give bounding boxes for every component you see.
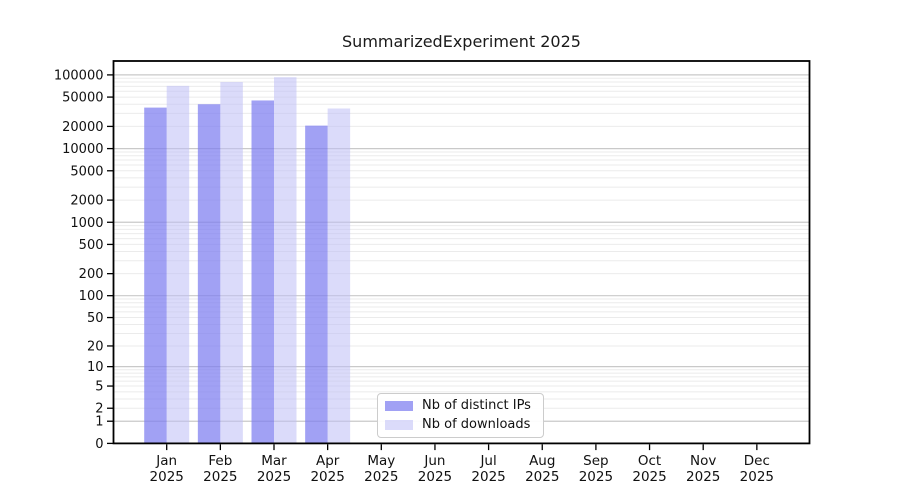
x-tick-label-year: 2025 — [632, 469, 666, 485]
bar-downloads-mar — [274, 77, 297, 444]
x-tick-label-year: 2025 — [525, 469, 559, 485]
x-tick-label-month: Jun — [423, 453, 445, 469]
chart-title: SummarizedExperiment 2025 — [342, 32, 581, 51]
y-tick-label: 500 — [79, 238, 104, 253]
y-tick-label: 100 — [79, 289, 104, 304]
y-tick-label: 200 — [79, 267, 104, 282]
x-tick-label-year: 2025 — [257, 469, 291, 485]
bar-downloads-feb — [220, 82, 243, 444]
bar-downloads-apr — [327, 108, 351, 444]
legend-swatch-distinct-ips — [385, 400, 413, 411]
y-tick-label: 1000 — [70, 216, 103, 231]
x-tick-label-year: 2025 — [364, 469, 398, 485]
x-tick-label-year: 2025 — [579, 469, 613, 485]
bar-distinct-ips-jan — [144, 107, 167, 444]
x-tick-label-month: Jul — [479, 453, 496, 469]
bar-downloads-jan — [166, 85, 190, 444]
y-tick-label: 100000 — [54, 68, 104, 83]
x-tick-label-year: 2025 — [310, 469, 344, 485]
y-tick-label: 5 — [95, 380, 103, 395]
x-tick-label-year: 2025 — [150, 469, 184, 485]
legend: Nb of distinct IPs Nb of downloads — [377, 393, 544, 438]
legend-swatch-downloads — [385, 419, 413, 430]
x-tick-label-year: 2025 — [471, 469, 505, 485]
bar-distinct-ips-feb — [197, 104, 221, 444]
x-tick-label-year: 2025 — [686, 469, 720, 485]
legend-label-downloads: Nb of downloads — [422, 417, 531, 432]
y-tick-label: 5000 — [70, 164, 103, 179]
x-tick-label-month: Dec — [744, 453, 770, 469]
legend-label-distinct-ips: Nb of distinct IPs — [422, 398, 531, 413]
y-axis: 1000005000020000100005000200010005002001… — [54, 68, 113, 452]
legend-item-distinct-ips: Nb of distinct IPs — [385, 398, 539, 413]
bar-distinct-ips-mar — [251, 100, 274, 444]
series-distinct-ips — [144, 100, 328, 444]
x-tick-label-month: Sep — [583, 453, 608, 469]
y-tick-label: 50000 — [62, 91, 103, 106]
y-tick-label: 0 — [95, 437, 103, 452]
x-tick-label-month: Aug — [529, 453, 555, 469]
x-tick-label-month: Feb — [208, 453, 232, 469]
y-tick-label: 1 — [95, 415, 103, 430]
y-tick-label: 20 — [87, 339, 104, 354]
x-axis: Jan2025Feb2025Mar2025Apr2025May2025Jun20… — [150, 444, 774, 485]
y-tick-label: 20000 — [62, 120, 103, 135]
y-tick-label: 2 — [95, 402, 103, 417]
legend-item-downloads: Nb of downloads — [385, 417, 539, 432]
y-tick-label: 2000 — [70, 194, 103, 209]
x-tick-label-month: Apr — [316, 453, 340, 469]
x-tick-label-month: Jan — [155, 453, 177, 469]
x-tick-label-month: Mar — [261, 453, 287, 469]
bar-distinct-ips-apr — [305, 125, 328, 444]
x-tick-label-month: Oct — [638, 453, 661, 469]
x-tick-label-month: Nov — [690, 453, 716, 469]
x-tick-label-year: 2025 — [203, 469, 237, 485]
x-tick-label-month: May — [367, 453, 395, 469]
plot-frame — [112, 60, 811, 445]
y-tick-label: 50 — [87, 311, 104, 326]
series-downloads — [166, 77, 351, 444]
x-tick-label-year: 2025 — [418, 469, 452, 485]
x-tick-label-year: 2025 — [740, 469, 774, 485]
y-tick-label: 10000 — [62, 142, 103, 157]
y-tick-label: 10 — [87, 360, 104, 375]
